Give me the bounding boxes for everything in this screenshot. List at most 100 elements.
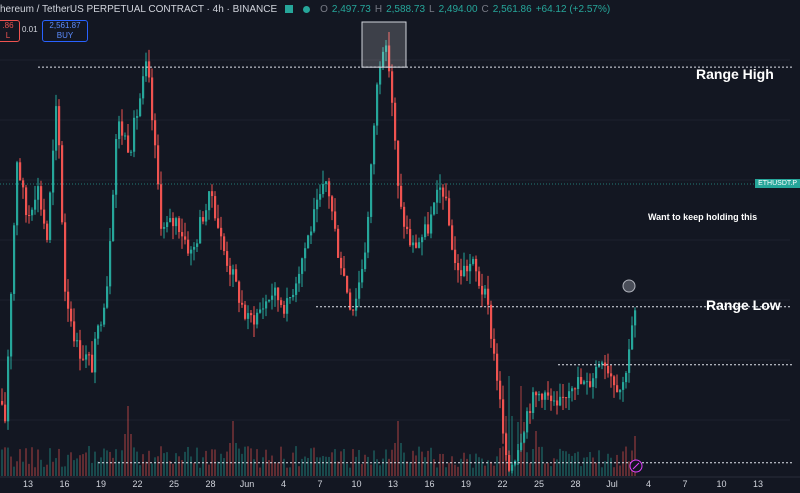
- candle-body: [580, 377, 583, 384]
- volume-bar: [289, 467, 291, 476]
- volume-bar: [349, 467, 351, 476]
- symbol-title[interactable]: hereum / TetherUS PERPETUAL CONTRACT · 4…: [0, 3, 278, 15]
- x-tick-label: 28: [570, 479, 581, 489]
- volume-bar: [46, 464, 48, 476]
- candle-body: [337, 228, 340, 258]
- volume-bar: [151, 463, 153, 476]
- volume-bar: [322, 455, 324, 476]
- candle-body: [556, 400, 559, 406]
- volume-bar: [604, 461, 606, 476]
- volume-bar: [64, 466, 66, 476]
- volume-bar: [1, 449, 3, 476]
- volume-bar: [97, 461, 99, 476]
- volume-bar: [613, 467, 615, 476]
- candle-body: [61, 145, 64, 223]
- candle-body: [106, 286, 109, 308]
- volume-bar: [79, 455, 81, 476]
- volume-bar: [181, 460, 183, 476]
- volume-bar: [511, 416, 513, 476]
- x-tick-label: 13: [387, 479, 399, 489]
- candle-body: [292, 294, 295, 298]
- candle-body: [310, 231, 313, 236]
- volume-bar: [94, 451, 96, 476]
- volume-bar: [454, 464, 456, 476]
- volume-bar: [481, 458, 483, 476]
- volume-bar: [538, 446, 540, 476]
- volume-bar: [340, 451, 342, 476]
- volume-bar: [169, 460, 171, 476]
- volume-bar: [202, 457, 204, 476]
- volume-bar: [145, 461, 147, 476]
- candle-body: [133, 117, 136, 152]
- candle-body: [376, 84, 379, 126]
- candle-body: [634, 310, 637, 326]
- volume-bar: [220, 453, 222, 476]
- x-tick-label: 25: [168, 479, 180, 489]
- candle-body: [445, 196, 448, 199]
- volume-bar: [460, 458, 462, 476]
- candle-body: [610, 373, 613, 377]
- candle-body: [367, 216, 370, 253]
- candle-body: [304, 248, 307, 259]
- volume-bar: [430, 447, 432, 476]
- buy-label: BUY: [56, 31, 74, 40]
- volume-bar: [196, 447, 198, 476]
- volume-bar: [400, 443, 402, 476]
- candle-body: [244, 304, 247, 319]
- candle-body: [10, 293, 13, 357]
- buy-price: 2,561.87: [49, 21, 81, 30]
- candle-body: [340, 257, 343, 269]
- x-tick-label: 7: [682, 479, 688, 489]
- volume-bar: [229, 443, 231, 476]
- candle-body: [526, 411, 529, 433]
- candle-body: [400, 185, 403, 207]
- volume-bar: [382, 458, 384, 476]
- volume-bar: [205, 450, 207, 476]
- buy-button[interactable]: 2,561.87 BUY: [42, 20, 88, 42]
- candle-body: [265, 301, 268, 309]
- volume-bar: [274, 462, 276, 476]
- candle-body: [613, 376, 616, 386]
- candle-body: [520, 442, 523, 451]
- candle-body: [406, 226, 409, 230]
- candle-body: [205, 210, 208, 222]
- volume-bar: [361, 464, 363, 476]
- volume-bar: [223, 458, 225, 476]
- candle-body: [196, 243, 199, 247]
- candle-body: [547, 392, 550, 396]
- candle-body: [1, 401, 4, 405]
- volume-bar: [286, 467, 288, 476]
- top-range-box[interactable]: [361, 21, 407, 68]
- candle-body: [286, 298, 289, 314]
- candle-body: [214, 196, 217, 219]
- candle-body: [427, 224, 430, 234]
- candle-body: [145, 61, 148, 77]
- candle-body: [532, 392, 535, 413]
- x-tick-label: 28: [205, 479, 216, 489]
- candles: [1, 31, 637, 474]
- chart-header: hereum / TetherUS PERPETUAL CONTRACT · 4…: [0, 0, 610, 18]
- volume-bar: [124, 434, 126, 476]
- candle-body: [283, 304, 286, 314]
- candle-body: [37, 186, 40, 200]
- volume-bar: [484, 465, 486, 476]
- volume-bar: [415, 455, 417, 476]
- candle-body: [529, 411, 532, 413]
- volume-bar: [478, 457, 480, 476]
- volume-bar: [277, 462, 279, 476]
- volume-bar: [139, 465, 141, 476]
- candle-body: [361, 269, 364, 283]
- volume-bar: [550, 466, 552, 476]
- candle-body: [397, 140, 400, 186]
- candle-body: [484, 288, 487, 295]
- candle-body: [58, 106, 61, 146]
- candle-body: [469, 263, 472, 272]
- candle-body: [172, 218, 175, 227]
- volume-bar: [256, 449, 258, 476]
- sell-button[interactable]: .86 L: [0, 20, 20, 42]
- candle-body: [418, 242, 421, 248]
- candle-body: [7, 356, 10, 422]
- candle-body: [592, 378, 595, 387]
- volume-bar: [73, 460, 75, 476]
